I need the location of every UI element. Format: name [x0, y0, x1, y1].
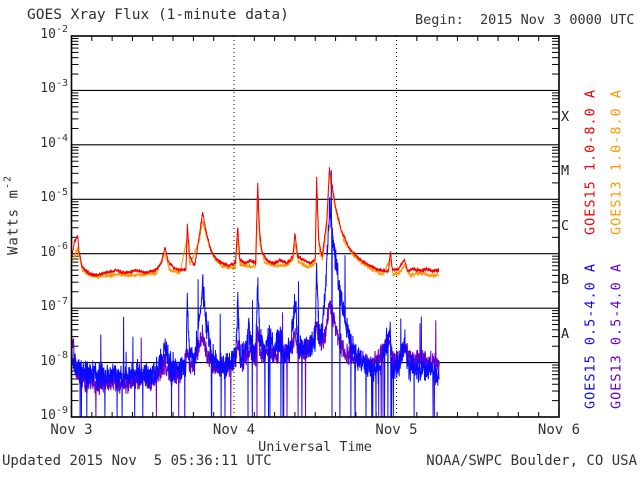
begin-timestamp: Begin: 2015 Nov 3 0000 UTC [415, 12, 635, 28]
y-tick-label: 10-6 [40, 241, 68, 260]
legend-goes15-short: GOES15 0.5-4.0 A [582, 262, 599, 410]
flare-class-label-a: A [561, 326, 570, 343]
y-tick-label: 10-7 [40, 295, 68, 315]
source-credit: NOAA/SWPC Boulder, CO USA [426, 453, 637, 469]
flare-class-label-m: M [561, 163, 570, 180]
y-tick-label: 10-4 [40, 132, 68, 151]
y-tick-label: 10-3 [40, 78, 68, 97]
legend-goes13-long: GOES13 1.0-8.0 A [608, 88, 625, 236]
page-title: GOES Xray Flux (1-minute data) [27, 7, 289, 23]
series-goes13-long [71, 173, 439, 280]
y-tick-label: 10-9 [40, 404, 68, 423]
plot-frame [70, 35, 560, 418]
legend-goes13-short: GOES13 0.5-4.0 A [608, 262, 625, 410]
series-goes15-long [71, 167, 439, 277]
series-goes15-short [71, 170, 440, 418]
y-axis-label: Watts m-2 [3, 175, 22, 256]
flare-class-label-c: C [561, 217, 570, 234]
y-axis-label-exponent: -2 [2, 174, 14, 190]
flare-class-label-b: B [561, 271, 570, 288]
x-tick-label: Nov 6 [537, 422, 581, 438]
x-tick-label: Nov 5 [375, 422, 418, 438]
x-tick-label: Nov 4 [212, 422, 256, 438]
flare-class-label-x: X [561, 108, 570, 125]
updated-timestamp: Updated 2015 Nov 5 05:36:11 UTC [2, 453, 272, 469]
y-tick-label: 10-8 [40, 350, 68, 369]
y-tick-label: 10-5 [40, 186, 68, 206]
x-axis-label: Universal Time [258, 439, 372, 455]
x-tick-label: Nov 3 [50, 422, 93, 438]
legend-goes15-long: GOES15 1.0-8.0 A [582, 88, 599, 236]
y-axis-label-base: Watts m [5, 189, 22, 256]
y-tick-label: 10-2 [40, 23, 68, 42]
